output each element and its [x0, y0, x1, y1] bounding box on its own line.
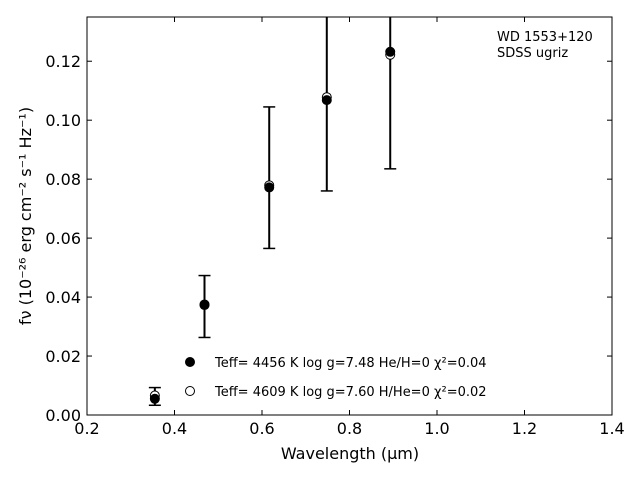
filled-circle-point	[149, 393, 160, 404]
y-tick-label: 0.06	[45, 229, 81, 248]
y-axis-label: fν (10⁻²⁶ erg cm⁻² s⁻¹ Hz⁻¹)	[16, 107, 35, 325]
y-tick-label: 0.04	[45, 288, 81, 307]
x-tick-label: 0.2	[74, 419, 99, 438]
legend: Teff= 4456 K log g=7.48 He/H=0 χ²=0.04 T…	[185, 356, 487, 400]
data-points	[149, 46, 396, 404]
legend-marker-filled	[185, 357, 195, 367]
annotation-line-1: WD 1553+120	[497, 30, 593, 45]
x-tick-label: 0.8	[337, 419, 362, 438]
legend-entry-1: Teff= 4456 K log g=7.48 He/H=0 χ²=0.04	[214, 356, 487, 371]
legend-entry-2: Teff= 4609 K log g=7.60 H/He=0 χ²=0.02	[214, 385, 487, 400]
axis-ticks: 0.2 0.4 0.6 0.8 1.0 1.2 1.4 0.00 0.02 0.04 0.06 0.0…	[45, 17, 625, 438]
filled-circle-point	[385, 46, 396, 57]
x-tick-label: 1.0	[424, 419, 449, 438]
filled-circle-point	[321, 95, 332, 106]
y-tick-label: 0.02	[45, 347, 81, 366]
annotation-line-2: SDSS ugriz	[497, 46, 568, 61]
x-tick-label: 0.6	[249, 419, 274, 438]
x-tick-label: 0.4	[162, 419, 187, 438]
y-tick-label: 0.00	[45, 406, 81, 425]
y-tick-label: 0.10	[45, 111, 81, 130]
x-tick-label: 1.4	[599, 419, 624, 438]
error-bars	[148, 17, 397, 407]
x-tick-label: 1.2	[512, 419, 537, 438]
legend-marker-open	[185, 386, 195, 396]
filled-circle-point	[199, 300, 210, 311]
y-tick-label: 0.08	[45, 170, 81, 189]
x-axis-label: Wavelength (μm)	[281, 444, 419, 463]
filled-circle-point	[264, 182, 275, 193]
y-tick-label: 0.12	[45, 52, 81, 71]
